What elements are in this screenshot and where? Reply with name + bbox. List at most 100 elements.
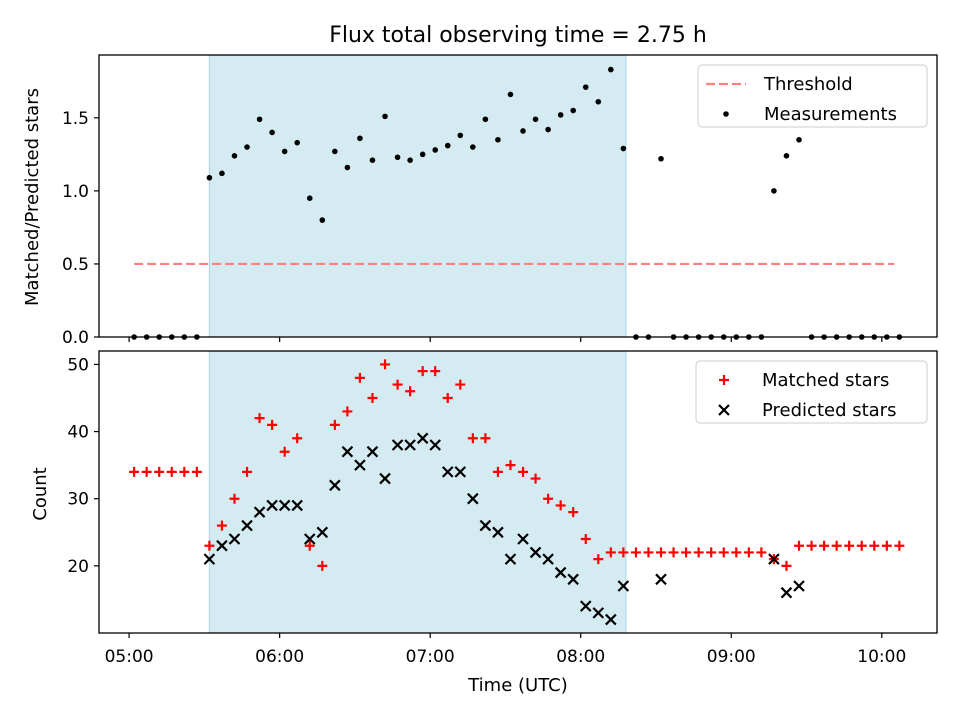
y-tick-label: 0.0 xyxy=(62,328,89,348)
measurement-point xyxy=(470,144,476,150)
matched-star-point xyxy=(643,547,654,558)
matched-star-point xyxy=(216,520,227,531)
matched-star-point xyxy=(894,540,905,551)
matched-star-point xyxy=(844,540,855,551)
measurement-point xyxy=(570,107,576,114)
measurement-point xyxy=(332,148,338,155)
top-panel: 0.0 0.5 1.0 1.5 Threshold Measurements xyxy=(62,54,938,348)
measurement-point xyxy=(658,155,664,162)
measurement-point xyxy=(419,151,426,158)
measurement-point xyxy=(407,157,413,164)
predicted-star-point xyxy=(354,459,366,471)
y-tick-label: 20 xyxy=(67,557,89,577)
measurement-point xyxy=(294,139,301,146)
matched-star-point xyxy=(656,547,667,558)
measurement-point xyxy=(357,135,363,142)
matched-star-point xyxy=(630,547,641,558)
predicted-star-point xyxy=(329,479,341,492)
matched-star-point xyxy=(618,547,629,558)
measurement-point xyxy=(457,132,464,139)
measurement-point xyxy=(482,116,489,123)
matched-star-point xyxy=(668,547,679,558)
matched-star-point xyxy=(342,406,353,417)
x-tick-label: 05:00 xyxy=(105,647,154,667)
predicted-star-point xyxy=(379,472,391,485)
measurement-point xyxy=(344,164,351,171)
predicted-star-point xyxy=(366,445,379,458)
bottom-y-axis-label: Count xyxy=(30,467,51,520)
predicted-star-point xyxy=(416,432,429,445)
matched-star-point xyxy=(480,433,491,444)
measurement-point xyxy=(231,153,238,159)
measurement-point xyxy=(269,129,275,136)
legend-predicted-swatch xyxy=(718,404,730,416)
matched-star-point xyxy=(455,379,466,390)
predicted-star-point xyxy=(567,573,579,586)
x-tick-label: 07:00 xyxy=(406,647,455,667)
matched-star-point xyxy=(267,419,278,430)
matched-star-point xyxy=(179,466,190,477)
predicted-star-point xyxy=(404,439,416,451)
top-y-axis-label: Matched/Predicted stars xyxy=(22,88,43,306)
matched-star-point xyxy=(492,466,503,477)
y-tick-label: 1.0 xyxy=(62,182,89,202)
matched-star-point xyxy=(505,460,516,471)
predicted-star-point xyxy=(253,506,266,518)
matched-star-point xyxy=(129,466,140,477)
measurement-point xyxy=(582,84,589,90)
measurement-point xyxy=(394,154,401,161)
matched-star-point xyxy=(706,547,717,558)
matched-star-point xyxy=(367,393,378,403)
predicted-star-point xyxy=(278,499,291,512)
legend-measurement-swatch xyxy=(723,111,729,117)
matched-star-point xyxy=(718,547,729,558)
matched-star-point xyxy=(254,413,265,424)
measurement-point xyxy=(206,174,213,181)
legend: Matched stars Predicted stars xyxy=(695,360,928,424)
matched-star-point xyxy=(442,393,453,403)
measurement-point xyxy=(520,128,526,134)
x-axis-label: Time (UTC) xyxy=(467,675,568,696)
predicted-star-point xyxy=(241,519,253,532)
predicted-star-point xyxy=(441,466,454,478)
predicted-star-point xyxy=(266,499,278,512)
predicted-star-point xyxy=(203,553,216,565)
chart-title: Flux total observing time = 2.75 h xyxy=(329,23,707,48)
predicted-star-point xyxy=(216,539,228,552)
x-tick-label: 10:00 xyxy=(857,647,906,667)
matched-star-point xyxy=(794,540,805,551)
matched-star-point xyxy=(204,540,215,551)
predicted-star-point xyxy=(655,573,667,586)
legend: Threshold Measurements xyxy=(697,64,928,128)
measurement-point xyxy=(306,195,313,201)
matched-star-point xyxy=(304,540,315,551)
matched-star-point xyxy=(430,366,441,377)
measurement-point xyxy=(432,147,439,153)
y-tick-label: 1.5 xyxy=(62,109,89,129)
predicted-star-point xyxy=(303,533,316,545)
predicted-star-point xyxy=(228,533,241,545)
measurement-point xyxy=(281,148,288,155)
measurement-point xyxy=(495,136,501,143)
matched-star-point xyxy=(242,466,253,477)
measurement-point xyxy=(319,217,326,223)
measurement-point xyxy=(219,170,225,177)
matched-star-point xyxy=(417,366,428,377)
matched-star-point xyxy=(191,466,202,477)
measurement-point xyxy=(507,91,514,98)
measurement-point xyxy=(783,153,790,159)
x-tick-label: 08:00 xyxy=(556,647,605,667)
measurement-point xyxy=(595,98,602,105)
matched-star-point xyxy=(154,466,165,477)
predicted-star-point xyxy=(605,613,617,626)
measurement-point xyxy=(369,157,376,164)
predicted-star-point xyxy=(579,600,592,612)
measurement-point xyxy=(796,136,802,143)
matched-star-point xyxy=(831,540,842,551)
predicted-star-point xyxy=(316,526,329,539)
predicted-star-point xyxy=(492,526,504,539)
matched-star-point xyxy=(405,386,416,397)
predicted-star-point xyxy=(554,566,567,579)
matched-star-point xyxy=(354,372,365,383)
